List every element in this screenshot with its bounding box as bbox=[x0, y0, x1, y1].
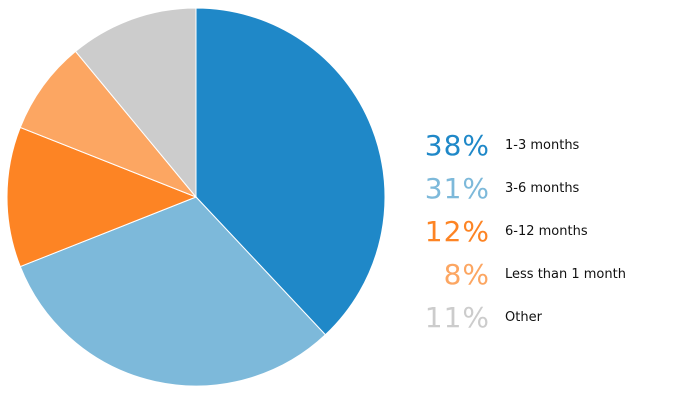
pie-slice-other bbox=[74, 7, 197, 199]
legend: 38% 1-3 months 31% 3-6 months 12% 6-12 m… bbox=[420, 124, 670, 339]
pie-slice-6-12-months bbox=[6, 126, 198, 268]
legend-label-6-12-months: 6-12 months bbox=[505, 224, 588, 239]
legend-value-6-12-months: 12% bbox=[424, 214, 490, 248]
pie-slice-3-6-months bbox=[19, 196, 327, 387]
legend-item-less-than-1-month: 8% Less than 1 month bbox=[420, 253, 670, 296]
legend-label-less-than-1-month: Less than 1 month bbox=[505, 267, 626, 282]
pie-slice-less-than-1-month bbox=[19, 50, 197, 198]
legend-value-3-6-months: 31% bbox=[424, 171, 490, 205]
legend-label-other: Other bbox=[505, 310, 542, 325]
legend-value-1-3-months: 38% bbox=[424, 128, 490, 162]
pie-slice-1-3-months bbox=[195, 7, 386, 336]
legend-item-1-3-months: 38% 1-3 months bbox=[420, 124, 670, 167]
legend-item-other: 11% Other bbox=[420, 296, 670, 339]
legend-label-3-6-months: 3-6 months bbox=[505, 181, 580, 196]
pie-chart bbox=[6, 7, 386, 387]
legend-item-3-6-months: 31% 3-6 months bbox=[420, 167, 670, 210]
legend-item-6-12-months: 12% 6-12 months bbox=[420, 210, 670, 253]
legend-value-less-than-1-month: 8% bbox=[443, 257, 490, 291]
legend-value-other: 11% bbox=[424, 300, 490, 334]
legend-label-1-3-months: 1-3 months bbox=[505, 138, 580, 153]
